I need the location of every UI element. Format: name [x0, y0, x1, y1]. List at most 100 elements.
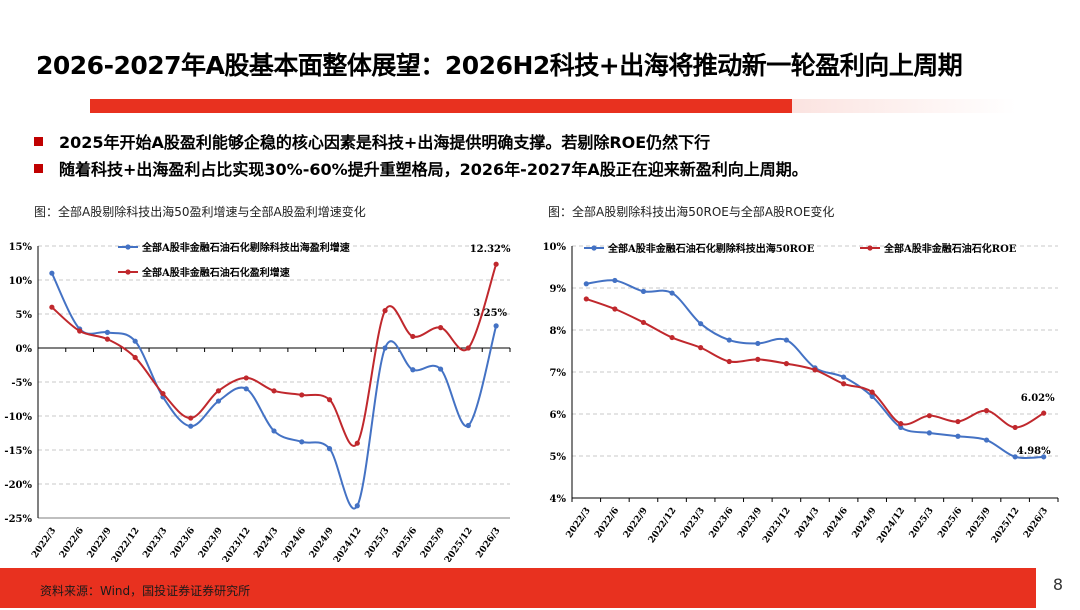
y-tick-label: 10%	[9, 276, 33, 287]
x-tick-label: 2024/3	[252, 526, 280, 560]
x-tick-label: 2022/6	[593, 506, 621, 540]
x-tick-label: 2024/3	[793, 506, 821, 540]
data-point	[77, 328, 83, 334]
x-tick-label: 2023/6	[708, 506, 736, 540]
data-point	[640, 288, 647, 294]
x-tick-label: 2025/6	[391, 526, 419, 560]
x-tick-label: 2022/12	[647, 506, 679, 545]
chart-caption-left: 图：全部A股剔除科技出海50盈利增速与全部A股盈利增速变化	[34, 205, 366, 219]
page-title: 2026-2027年A股基本面整体展望：2026H2科技+出海将推动新一轮盈利向…	[36, 51, 963, 80]
x-tick-label: 2023/3	[141, 526, 169, 560]
data-point	[840, 374, 847, 380]
data-point	[812, 367, 818, 373]
data-point	[354, 440, 360, 446]
y-tick-label: 7%	[550, 368, 567, 379]
x-tick-label: 2023/12	[761, 506, 793, 545]
legend-marker	[867, 245, 873, 251]
y-tick-label: -15%	[4, 446, 32, 457]
y-tick-label: -10%	[4, 412, 32, 423]
series-line-2	[51, 263, 498, 447]
x-tick-label: 2025/9	[419, 526, 447, 560]
data-point	[1041, 410, 1047, 416]
x-tick-label: 2024/9	[851, 506, 879, 540]
data-point	[783, 361, 790, 367]
data-point	[243, 386, 249, 392]
x-tick-label: 2023/6	[169, 526, 197, 560]
x-tick-label: 2025/3	[363, 526, 391, 560]
data-point	[465, 422, 471, 429]
data-point	[869, 389, 875, 395]
data-point	[188, 423, 194, 429]
data-point	[382, 308, 388, 314]
title-underline-fade	[792, 99, 1016, 113]
data-point	[926, 430, 932, 436]
data-point	[840, 381, 847, 387]
data-point	[783, 337, 790, 343]
data-point	[465, 345, 471, 351]
data-point	[49, 304, 55, 310]
bullet-text: 2025年开始A股盈利能够企稳的核心因素是科技+出海提供明确支撑。若剔除ROE仍…	[59, 133, 711, 152]
data-point	[755, 340, 761, 347]
data-point	[437, 366, 444, 372]
data-point	[160, 390, 166, 397]
x-tick-label: 2024/9	[308, 526, 336, 560]
data-point	[132, 354, 138, 361]
bullet-square-icon	[34, 164, 43, 173]
data-point	[1012, 454, 1018, 460]
page-number: 8	[1036, 560, 1080, 608]
y-tick-label: 8%	[550, 326, 567, 337]
data-point	[898, 421, 904, 427]
roe-chart: 4% 5% 6% 7% 8% 9% 10% 2022/3 2022/6 2022/92022/12…	[543, 242, 1059, 545]
x-tick-label: 2022/6	[58, 526, 86, 560]
data-point	[382, 345, 388, 351]
bullet-point: 2025年开始A股盈利能够企稳的核心因素是科技+出海提供明确支撑。若剔除ROE仍…	[34, 129, 710, 153]
data-point	[299, 392, 305, 398]
x-tick-label: 2025/12	[443, 526, 475, 562]
x-tick-label: 2025/12	[990, 506, 1022, 545]
footer-bar: 资料来源：Wind，国投证券证券研究所	[0, 568, 1080, 608]
data-point	[299, 439, 305, 445]
y-tick-label: 5%	[16, 310, 33, 321]
title-underline-bar	[90, 99, 792, 113]
y-tick-label: 5%	[550, 452, 567, 463]
data-point	[410, 333, 416, 340]
y-tick-label: 6%	[550, 410, 567, 421]
data-point	[955, 418, 961, 425]
x-tick-label: 2023/9	[197, 526, 225, 560]
data-point	[271, 388, 277, 394]
y-tick-label: 15%	[9, 242, 33, 253]
data-point	[104, 336, 111, 342]
data-point	[1041, 454, 1047, 460]
data-point	[188, 415, 194, 421]
chart-caption-right: 图：全部A股剔除科技出海50ROE与全部A股ROE变化	[548, 205, 835, 219]
data-label: 4.98%	[1017, 446, 1051, 457]
x-tick-label: 2024/6	[822, 506, 850, 540]
data-point	[215, 398, 222, 404]
source-note: 资料来源：Wind，国投证券证券研究所	[40, 584, 251, 598]
data-label: 3.25%	[473, 308, 507, 319]
legend-marker	[125, 244, 131, 250]
x-tick-label: 2022/12	[110, 526, 142, 562]
data-point	[983, 408, 990, 414]
data-point	[132, 338, 138, 344]
data-label: 6.02%	[1021, 393, 1055, 404]
x-tick-label: 2026/3	[475, 526, 503, 560]
data-point	[583, 281, 589, 287]
legend-label: 全部A股非金融石油石化剔除科技出海50ROE	[607, 242, 815, 255]
data-label: 12.32%	[470, 244, 511, 255]
data-point	[612, 306, 618, 312]
data-point	[755, 356, 761, 362]
x-tick-label: 2025/9	[965, 506, 993, 540]
y-tick-label: 4%	[550, 494, 567, 505]
x-tick-label: 2022/9	[622, 506, 650, 540]
y-tick-label: 9%	[550, 284, 567, 295]
data-point	[243, 375, 249, 381]
x-tick-label: 2022/3	[565, 506, 593, 540]
data-point	[271, 428, 277, 434]
data-point	[410, 367, 416, 373]
data-point	[726, 337, 732, 343]
data-point	[926, 413, 932, 419]
data-point	[326, 397, 333, 403]
x-tick-label: 2023/3	[679, 506, 707, 540]
data-point	[669, 334, 675, 341]
